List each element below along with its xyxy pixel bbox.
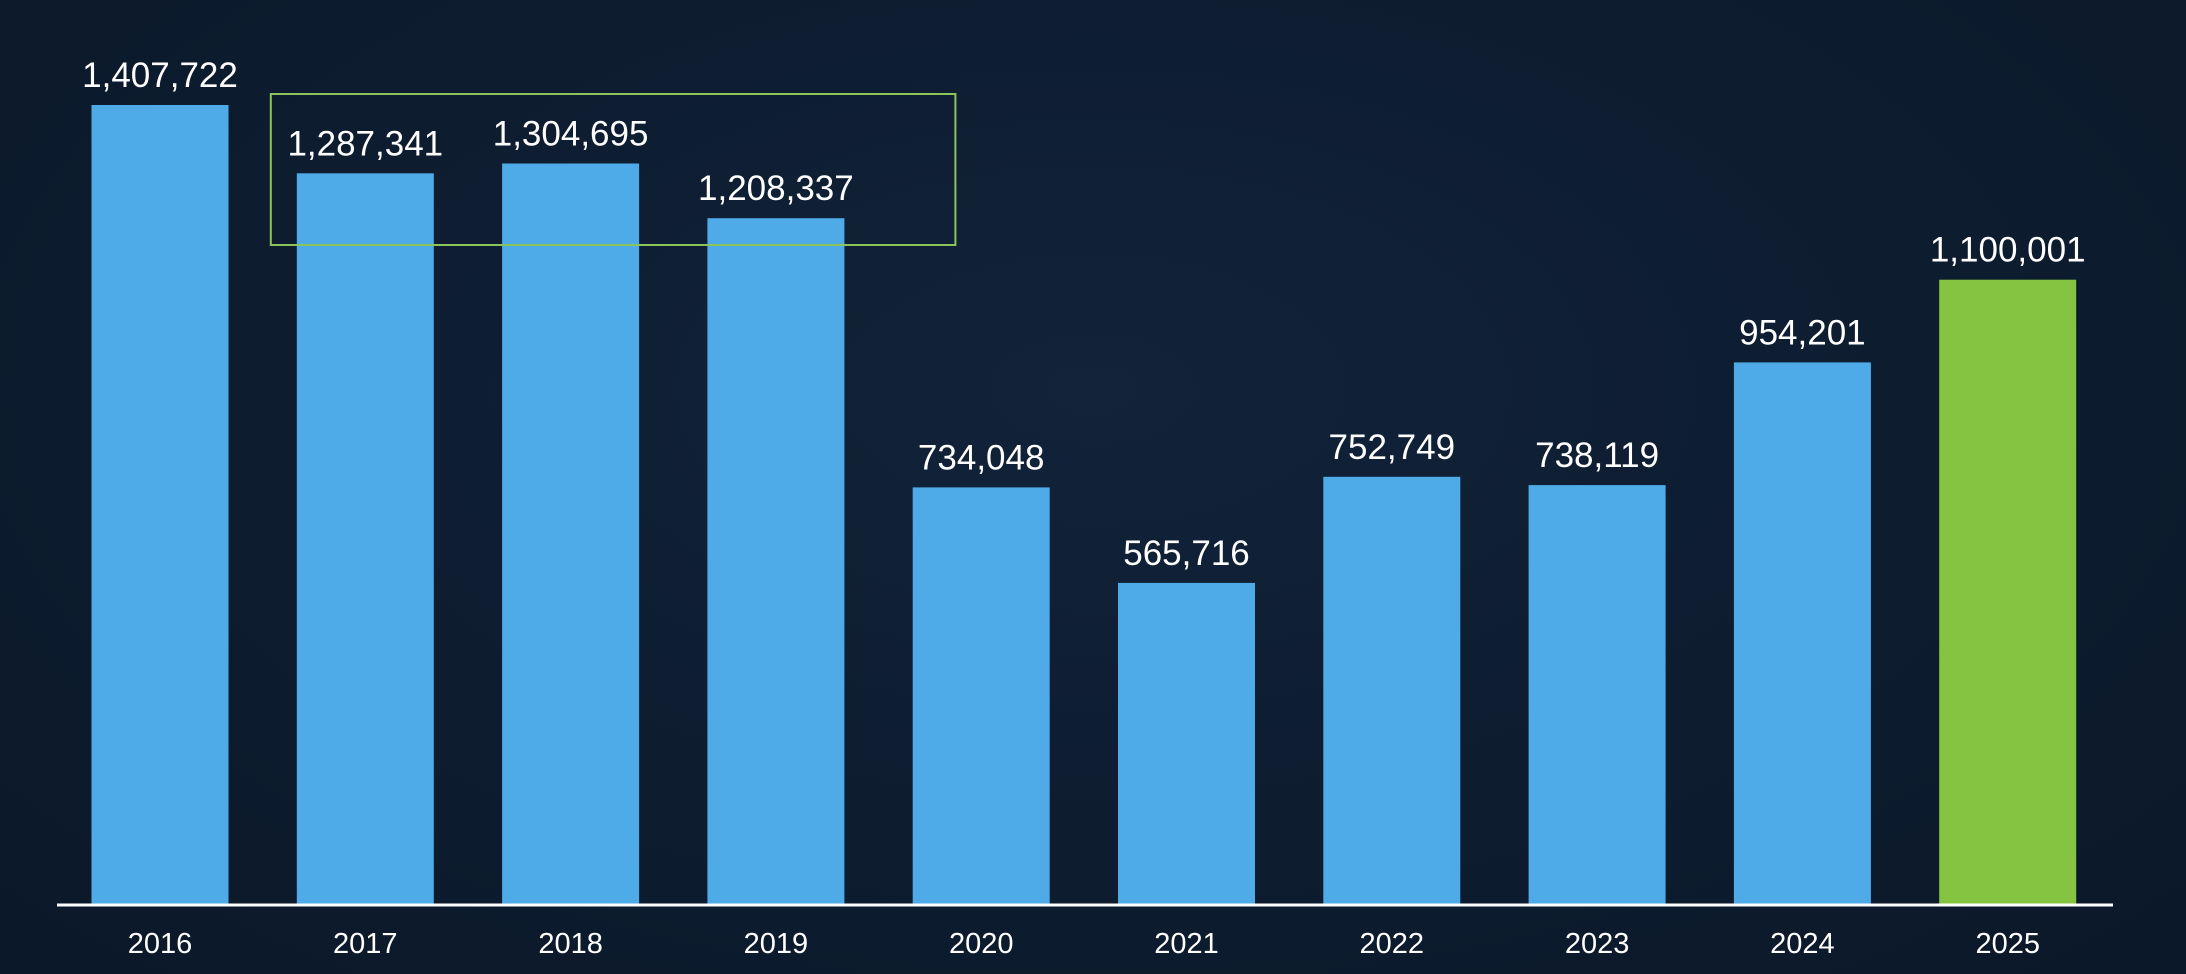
tick-label-2021: 2021 [1154, 928, 1219, 960]
value-label-2020: 734,048 [918, 438, 1045, 477]
tick-label-2023: 2023 [1565, 928, 1630, 960]
bar-2022 [1323, 476, 1461, 904]
tick-label-2020: 2020 [949, 928, 1014, 960]
bar-2016 [91, 105, 229, 904]
value-label-2018: 1,304,695 [493, 115, 649, 154]
value-label-2023: 738,119 [1535, 436, 1659, 475]
tick-label-2017: 2017 [333, 928, 398, 960]
bar-2019 [707, 218, 845, 904]
bar-2023 [1528, 485, 1666, 904]
tick-label-2022: 2022 [1360, 928, 1425, 960]
value-label-2022: 752,749 [1329, 428, 1456, 467]
value-label-2016: 1,407,722 [82, 56, 238, 95]
value-label-2021: 565,716 [1123, 534, 1250, 573]
value-label-2024: 954,201 [1739, 313, 1866, 352]
value-label-2019: 1,208,337 [698, 169, 854, 208]
tick-label-2016: 2016 [128, 928, 193, 960]
value-label-2017: 1,287,341 [287, 124, 443, 163]
tick-label-2024: 2024 [1770, 928, 1835, 960]
tick-label-2025: 2025 [1975, 928, 2040, 960]
value-labels-group: 1,407,722 1,287,341 1,304,695 1,208,337 734,… [82, 56, 2085, 573]
highlight-box [269, 93, 957, 246]
bar-2017 [296, 173, 434, 905]
bar-2020 [912, 487, 1050, 904]
bars-group [91, 105, 2077, 905]
bar-2021 [1118, 582, 1255, 904]
bar-2025 [1939, 279, 2077, 904]
tick-label-2019: 2019 [744, 928, 809, 960]
bar-2018 [502, 163, 640, 904]
tick-label-2018: 2018 [538, 928, 603, 960]
tick-labels-group: 2016 2017 2018 2019 2020 2021 2022 2023 2024 2025 [128, 928, 2040, 960]
value-label-2025: 1,100,001 [1930, 231, 2086, 270]
bar-2024 [1733, 362, 1871, 904]
